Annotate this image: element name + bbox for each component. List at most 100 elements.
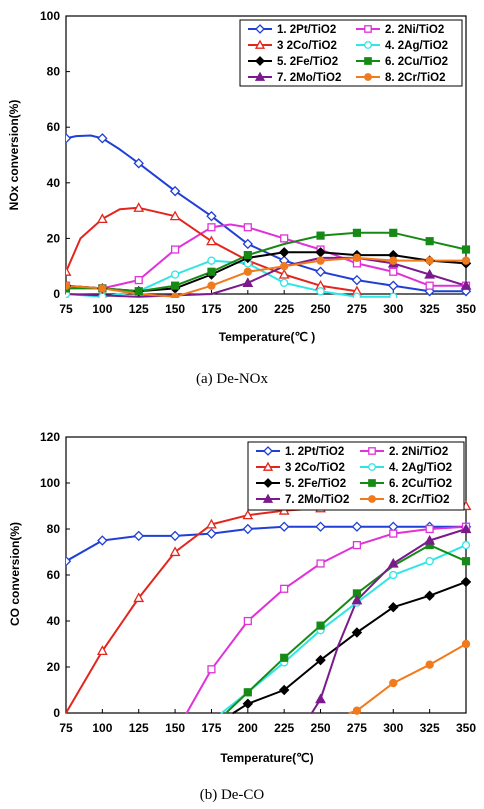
xtick-label: 200 (238, 302, 258, 316)
series-line-6 (225, 544, 467, 714)
data-point-series-2 (207, 223, 216, 232)
data-point-series-2 (352, 541, 361, 550)
legend-marker (364, 57, 372, 65)
data-point-series-1 (97, 133, 108, 144)
data-point-series-1 (315, 521, 326, 532)
xtick-label: 250 (311, 721, 331, 735)
legend-marker (255, 56, 265, 66)
data-point-series-6 (171, 281, 180, 290)
data-point-series-6 (280, 653, 289, 662)
xtick-label: 75 (59, 302, 73, 316)
data-point-series-1 (242, 523, 254, 535)
legend-label: 2. 2Ni/TiO2 (389, 446, 448, 458)
legend-item-5: 5. 2Fe/TiO2 (256, 478, 346, 490)
xtick-label: 175 (201, 302, 221, 316)
xtick-label: 275 (347, 302, 367, 316)
data-point-series-3 (206, 518, 217, 529)
ytick-label: 120 (40, 430, 60, 444)
xtick-label: 100 (92, 302, 112, 316)
legend-item-3: 3 2Co/TiO2 (256, 461, 345, 474)
xtick-label: 125 (129, 302, 149, 316)
legend-label: 6. 2Cu/TiO2 (389, 478, 452, 490)
series-line-4 (220, 544, 467, 714)
data-point-series-1 (242, 238, 254, 250)
legend-label: 5. 2Fe/TiO2 (277, 56, 338, 68)
data-point-series-4 (425, 557, 434, 566)
xtick-label: 225 (274, 302, 294, 316)
legend-label: 5. 2Fe/TiO2 (285, 478, 346, 490)
xtick-label: 150 (165, 302, 185, 316)
data-point-series-2 (389, 267, 398, 276)
data-point-series-4 (280, 278, 289, 288)
ytick-label: 0 (53, 706, 60, 720)
series-line-5 (66, 251, 467, 293)
data-point-series-7 (242, 277, 254, 287)
data-point-series-3 (278, 268, 290, 279)
legend-marker (368, 447, 376, 455)
legend-label: 7. 2Mo/TiO2 (285, 494, 349, 506)
data-point-series-5 (315, 654, 326, 666)
ytick-label: 80 (47, 522, 61, 536)
data-point-series-3 (242, 509, 254, 520)
data-point-series-5 (351, 627, 363, 638)
data-point-series-2 (425, 524, 434, 534)
data-point-series-7 (315, 693, 326, 704)
xtick-label: 350 (456, 302, 476, 316)
legend-label: 1. 2Pt/TiO2 (277, 24, 336, 36)
legend-marker (368, 479, 376, 487)
xtick-label: 100 (92, 721, 112, 735)
data-point-series-5 (460, 576, 472, 588)
ytick-label: 20 (47, 660, 61, 674)
data-point-series-1 (133, 530, 144, 542)
data-point-series-8 (280, 262, 289, 271)
data-point-series-6 (425, 237, 434, 246)
chart-de-co: CO conversion(%) Temperature(℃) (b) De-C… (8, 430, 476, 803)
data-point-series-8 (425, 660, 434, 669)
legend-label: 2. 2Ni/TiO2 (385, 24, 444, 36)
xtick-label: 175 (201, 721, 221, 735)
data-point-series-7 (460, 523, 472, 534)
data-point-series-8 (170, 292, 180, 298)
data-point-series-1 (388, 280, 399, 291)
xtick-label: 225 (274, 721, 294, 735)
data-point-series-3 (66, 266, 72, 276)
legend-box (239, 19, 463, 87)
data-point-series-8 (389, 256, 398, 265)
data-point-series-1 (315, 266, 326, 277)
ytick-label: 20 (47, 231, 61, 245)
data-point-series-5 (424, 590, 435, 601)
legend-marker (368, 463, 376, 471)
data-point-series-8 (98, 284, 107, 293)
data-point-series-7 (424, 268, 436, 279)
data-point-series-6 (243, 688, 252, 697)
xtick-label: 75 (59, 721, 73, 735)
xtick-label: 300 (383, 302, 403, 316)
data-point-series-5 (242, 698, 254, 710)
series-line-1 (66, 525, 467, 563)
chart-de-nox: NOx conversion(%) Temperature(℃ ) (a) De… (7, 9, 476, 387)
data-point-series-3 (133, 202, 145, 212)
series-line-6 (66, 231, 467, 293)
data-point-series-4 (98, 292, 107, 298)
legend-label: 7. 2Mo/TiO2 (277, 72, 341, 84)
plot-area-de-nox (65, 15, 467, 295)
data-point-series-1 (66, 133, 72, 144)
data-point-series-1 (133, 158, 144, 169)
data-point-series-4 (461, 540, 471, 550)
data-point-series-5 (278, 247, 290, 258)
data-point-series-6 (389, 228, 398, 237)
series-line-4 (66, 259, 395, 298)
data-point-series-6 (316, 231, 325, 240)
data-point-series-7 (460, 280, 472, 290)
data-point-series-5 (278, 684, 290, 696)
xtick-label: 325 (420, 302, 440, 316)
ytick-label: 40 (47, 614, 61, 628)
legend-marker (255, 24, 265, 34)
ylabel-de-co: CO conversion(%) (8, 522, 22, 626)
legend-item-2: 2. 2Ni/TiO2 (360, 446, 448, 458)
legend-label: 4. 2Ag/TiO2 (385, 40, 448, 52)
series-line-5 (232, 580, 467, 714)
caption-de-co: (b) De-CO (200, 787, 265, 803)
legend-marker (364, 73, 372, 81)
xtick-label: 250 (311, 302, 331, 316)
